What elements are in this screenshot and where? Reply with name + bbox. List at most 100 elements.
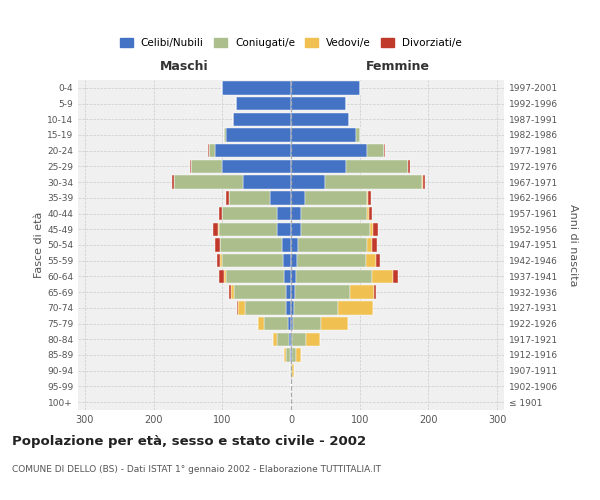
Bar	[293, 317, 320, 330]
Bar	[338, 301, 373, 314]
Bar	[215, 144, 291, 158]
Bar	[368, 191, 371, 204]
Bar	[220, 238, 282, 252]
Bar	[367, 144, 384, 158]
Bar	[230, 286, 234, 299]
Bar	[286, 301, 291, 314]
Bar	[219, 270, 224, 283]
Bar	[296, 348, 301, 362]
Bar	[356, 128, 360, 141]
Bar	[222, 160, 291, 173]
Bar	[277, 332, 289, 346]
Bar	[291, 317, 293, 330]
Bar	[291, 97, 346, 110]
Bar	[287, 317, 291, 330]
Bar	[236, 97, 291, 110]
Bar	[291, 81, 360, 94]
Bar	[297, 254, 366, 268]
Bar	[226, 270, 284, 283]
Bar	[222, 207, 277, 220]
Bar	[224, 270, 226, 283]
Bar	[366, 254, 376, 268]
Bar	[291, 348, 292, 362]
Bar	[258, 317, 263, 330]
Legend: Celibi/Nubili, Coniugati/e, Vedovi/e, Divorziati/e: Celibi/Nubili, Coniugati/e, Vedovi/e, Di…	[116, 34, 466, 52]
Bar	[291, 254, 297, 268]
Bar	[271, 191, 291, 204]
Bar	[292, 364, 294, 378]
Bar	[305, 191, 367, 204]
Bar	[291, 176, 325, 189]
Bar	[423, 176, 425, 189]
Bar	[208, 144, 209, 158]
Bar	[219, 222, 277, 236]
Bar	[291, 286, 295, 299]
Bar	[229, 286, 230, 299]
Bar	[282, 238, 291, 252]
Bar	[409, 160, 410, 173]
Bar	[229, 191, 271, 204]
Bar	[384, 144, 385, 158]
Bar	[370, 222, 373, 236]
Bar	[296, 270, 372, 283]
Bar	[291, 191, 305, 204]
Bar	[286, 286, 291, 299]
Bar	[372, 270, 392, 283]
Bar	[325, 176, 422, 189]
Bar	[226, 128, 291, 141]
Bar	[224, 128, 226, 141]
Bar	[291, 301, 294, 314]
Bar	[346, 160, 408, 173]
Bar	[219, 207, 222, 220]
Text: COMUNE DI DELLO (BS) - Dati ISTAT 1° gennaio 2002 - Elaborazione TUTTITALIA.IT: COMUNE DI DELLO (BS) - Dati ISTAT 1° gen…	[12, 465, 381, 474]
Bar	[284, 270, 291, 283]
Bar	[220, 254, 221, 268]
Bar	[320, 317, 348, 330]
Bar	[291, 332, 292, 346]
Bar	[291, 222, 301, 236]
Bar	[214, 222, 218, 236]
Bar	[292, 332, 306, 346]
Bar	[290, 364, 291, 378]
Bar	[263, 317, 287, 330]
Bar	[291, 128, 356, 141]
Bar	[350, 286, 374, 299]
Bar	[221, 254, 283, 268]
Bar	[291, 364, 292, 378]
Bar	[408, 160, 409, 173]
Bar	[306, 332, 320, 346]
Bar	[422, 176, 423, 189]
Bar	[368, 207, 372, 220]
Bar	[191, 160, 222, 173]
Bar	[291, 207, 301, 220]
Bar	[392, 270, 398, 283]
Text: Popolazione per età, sesso e stato civile - 2002: Popolazione per età, sesso e stato civil…	[12, 435, 366, 448]
Bar	[215, 238, 220, 252]
Bar	[290, 348, 291, 362]
Bar	[376, 254, 380, 268]
Bar	[372, 238, 377, 252]
Bar	[298, 238, 367, 252]
Bar	[291, 238, 298, 252]
Text: Maschi: Maschi	[160, 60, 209, 74]
Bar	[237, 301, 238, 314]
Bar	[301, 222, 370, 236]
Bar	[373, 222, 378, 236]
Bar	[190, 160, 191, 173]
Bar	[289, 332, 291, 346]
Bar	[367, 207, 368, 220]
Bar	[234, 286, 286, 299]
Bar	[292, 348, 296, 362]
Bar	[277, 222, 291, 236]
Bar	[226, 191, 229, 204]
Bar	[291, 144, 367, 158]
Text: Femmine: Femmine	[365, 60, 430, 74]
Bar	[243, 176, 291, 189]
Bar	[245, 301, 286, 314]
Bar	[286, 348, 290, 362]
Y-axis label: Anni di nascita: Anni di nascita	[568, 204, 578, 286]
Bar	[273, 332, 277, 346]
Bar	[172, 176, 174, 189]
Bar	[301, 207, 367, 220]
Bar	[217, 254, 220, 268]
